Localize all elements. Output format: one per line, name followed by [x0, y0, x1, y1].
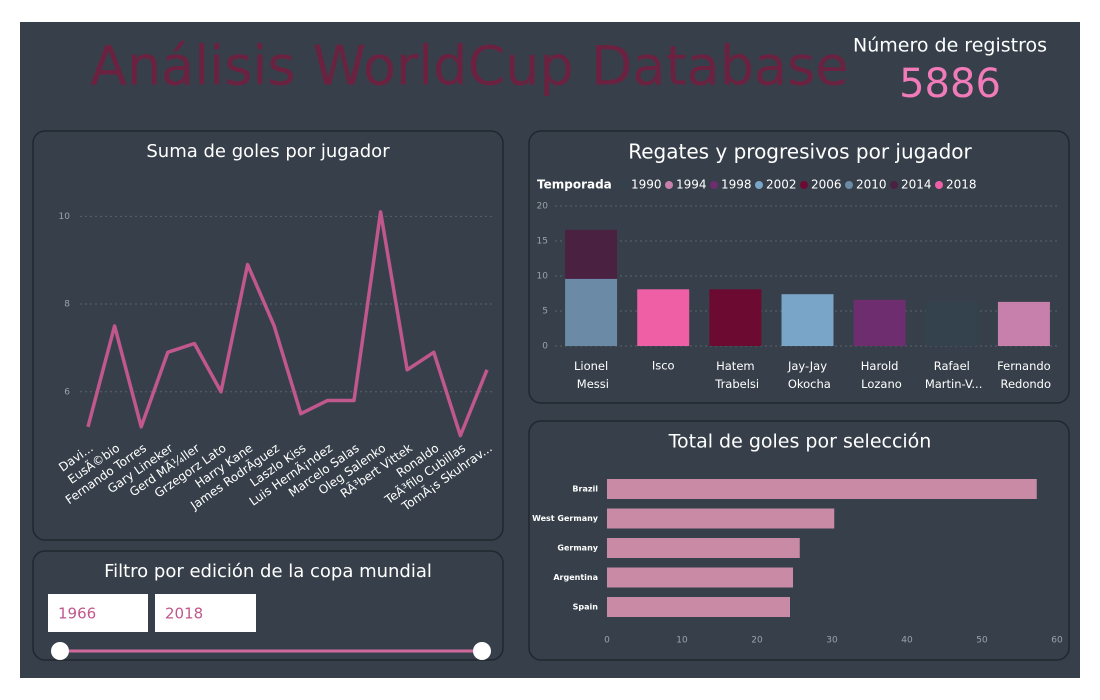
y-tick-label: 8: [64, 300, 70, 310]
legend-swatch: [710, 181, 718, 189]
bar: [607, 597, 790, 617]
filter-from[interactable]: 1966: [58, 605, 96, 623]
dashboard-title: Análisis WorldCup Database: [90, 35, 848, 98]
x-tick-label: 0: [604, 636, 610, 646]
legend-swatch: [620, 181, 628, 189]
bar: [607, 567, 793, 588]
legend-title: Temporada: [537, 178, 612, 192]
bar-segment: [565, 278, 618, 346]
x-tick-label: 50: [976, 636, 988, 646]
panel: [528, 130, 1070, 404]
y-tick-label: 6: [64, 387, 70, 397]
y-tick-label: 15: [537, 237, 548, 247]
legend-label: 1994: [676, 178, 707, 192]
y-tick-label: 10: [537, 272, 549, 282]
bar-segment: [853, 299, 906, 346]
x-tick-label: Lionel Messi: [573, 359, 609, 391]
bar-segment: [637, 289, 690, 346]
legend-label: 2010: [856, 178, 887, 192]
chart-title: Total de goles por selección: [668, 431, 932, 453]
legend-label: 2018: [946, 178, 977, 192]
slider-handle[interactable]: [51, 642, 69, 660]
legend-swatch: [755, 181, 763, 189]
x-tick-label: 10: [676, 636, 688, 646]
x-tick-label: Jay-Jay Okocha: [784, 359, 831, 391]
y-tick-label: 5: [542, 307, 548, 317]
bar: [607, 508, 835, 529]
legend-swatch: [665, 181, 673, 189]
legend-label: 1990: [631, 178, 662, 192]
legend-label: 2014: [901, 178, 932, 192]
y-tick-label: Argentina: [553, 573, 598, 582]
y-tick-label: Spain: [573, 603, 599, 612]
panel: [32, 550, 504, 661]
filter-title: Filtro por edición de la copa mundial: [104, 561, 432, 582]
filter-to[interactable]: 2018: [165, 605, 203, 623]
x-tick-label: Harold Lozano: [857, 359, 901, 391]
x-tick-label: Rafael Martin-V...: [921, 359, 982, 391]
x-tick-label: 20: [751, 636, 763, 646]
legend-swatch: [935, 181, 943, 189]
legend-swatch: [845, 181, 853, 189]
card-value: 5886: [899, 61, 1001, 107]
bar-segment: [997, 301, 1050, 346]
x-tick-label: Hatem Trabelsi: [712, 359, 760, 391]
card-label: Número de registros: [853, 35, 1047, 57]
legend-swatch: [890, 181, 898, 189]
input-box[interactable]: [155, 594, 256, 632]
bar: [607, 538, 800, 558]
legend-label: 1998: [721, 178, 752, 192]
chart-title: Regates y progresivos por jugador: [628, 140, 972, 164]
chart-title: Suma de goles por jugador: [146, 141, 390, 162]
x-tick-label: Fernando Redondo: [997, 359, 1051, 391]
y-tick-label: 20: [537, 202, 549, 212]
y-tick-label: 10: [59, 212, 71, 222]
x-tick-label: Isco: [652, 359, 675, 373]
x-tick-label: 30: [826, 636, 838, 646]
bar-segment: [565, 229, 618, 279]
y-tick-label: West Germany: [532, 514, 599, 523]
legend-swatch: [800, 181, 808, 189]
y-tick-label: Germany: [557, 544, 598, 553]
input-box[interactable]: [48, 594, 148, 632]
slider-handle[interactable]: [473, 642, 491, 660]
legend-label: 2006: [811, 178, 842, 192]
panel: [32, 130, 504, 541]
legend-label: 2002: [766, 178, 797, 192]
x-tick-label: 40: [901, 636, 913, 646]
y-tick-label: 0: [542, 342, 548, 352]
bar-segment: [925, 301, 978, 346]
bar: [607, 479, 1037, 499]
line: [86, 210, 489, 438]
panel: [528, 420, 1070, 661]
x-tick-label: 60: [1051, 636, 1063, 646]
bar-segment: [781, 294, 834, 346]
y-tick-label: Brazil: [572, 485, 598, 494]
bar-segment: [709, 289, 762, 346]
